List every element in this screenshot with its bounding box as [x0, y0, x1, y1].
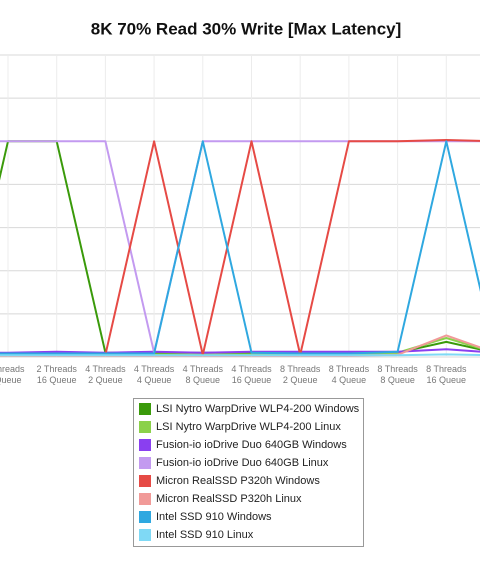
x-tick-label: 2 Threads 16 Queue — [37, 364, 78, 385]
legend-label: Micron RealSSD P320h Windows — [156, 475, 320, 487]
x-tick-label-line: 16 Queue — [427, 375, 467, 385]
legend-swatch — [139, 475, 151, 487]
x-tick-label-line: 4 Threads — [231, 364, 272, 374]
legend-swatch — [139, 403, 151, 415]
x-tick-label-line: 8 Threads — [329, 364, 370, 374]
x-tick-label: 4 Threads 4 Queue — [134, 364, 175, 385]
x-tick-label-line: Queue — [0, 375, 22, 385]
x-tick-label: 8 Threads 2 Queue — [280, 364, 321, 385]
x-tick-label-line: 8 Queue — [186, 375, 221, 385]
legend-label: Fusion-io ioDrive Duo 640GB Linux — [156, 457, 329, 469]
x-tick-label-line: 4 Threads — [85, 364, 126, 374]
x-tick-label-line: 4 Queue — [332, 375, 367, 385]
x-tick-label-line: 16 Queue — [232, 375, 272, 385]
x-tick-label-line: 4 Threads — [183, 364, 224, 374]
x-tick-label-line: 2 Queue — [88, 375, 123, 385]
series-line — [0, 139, 480, 356]
legend-box — [133, 398, 364, 547]
x-tick-label-line: Threads — [0, 364, 25, 374]
x-tick-label: 8 Threads 16 Queue — [426, 364, 467, 385]
x-tick-label-line: 4 Threads — [134, 364, 175, 374]
x-tick-label: 4 Threads 8 Queue — [183, 364, 224, 385]
legend-swatch — [139, 457, 151, 469]
legend-label: Intel SSD 910 Windows — [156, 511, 272, 523]
legend-label: Fusion-io ioDrive Duo 640GB Windows — [156, 439, 347, 451]
x-tick-label-line: 8 Threads — [280, 364, 321, 374]
x-tick-label-line: 2 Threads — [37, 364, 78, 374]
x-tick-label-line: 8 Threads — [426, 364, 467, 374]
x-tick-label: 8 Threads 4 Queue — [329, 364, 370, 385]
legend-swatch — [139, 421, 151, 433]
x-tick-label-line: 4 Queue — [137, 375, 172, 385]
legend-swatch — [139, 511, 151, 523]
legend-label: Intel SSD 910 Linux — [156, 529, 254, 541]
series-line — [0, 140, 480, 355]
x-tick-label: ThreadsQueue — [0, 364, 25, 385]
legend-swatch — [139, 529, 151, 541]
legend-label: LSI Nytro WarpDrive WLP4-200 Windows — [156, 403, 360, 415]
series-line — [0, 140, 480, 354]
x-tick-label-line: 2 Queue — [283, 375, 318, 385]
legend-swatch — [139, 493, 151, 505]
x-tick-label: 4 Threads 2 Queue — [85, 364, 126, 385]
legend-label: LSI Nytro WarpDrive WLP4-200 Linux — [156, 421, 341, 433]
x-tick-label-line: 8 Threads — [377, 364, 418, 374]
legend-label: Micron RealSSD P320h Linux — [156, 493, 302, 505]
series-line — [0, 353, 480, 357]
legend-swatch — [139, 439, 151, 451]
x-tick-label-line: 8 Queue — [380, 375, 415, 385]
x-tick-label-line: 16 Queue — [37, 375, 77, 385]
chart-title: 8K 70% Read 30% Write [Max Latency] — [91, 19, 402, 38]
series-line — [0, 140, 480, 354]
x-tick-label: 8 Threads 8 Queue — [377, 364, 418, 385]
x-tick-label: 4 Threads 16 Queue — [231, 364, 272, 385]
